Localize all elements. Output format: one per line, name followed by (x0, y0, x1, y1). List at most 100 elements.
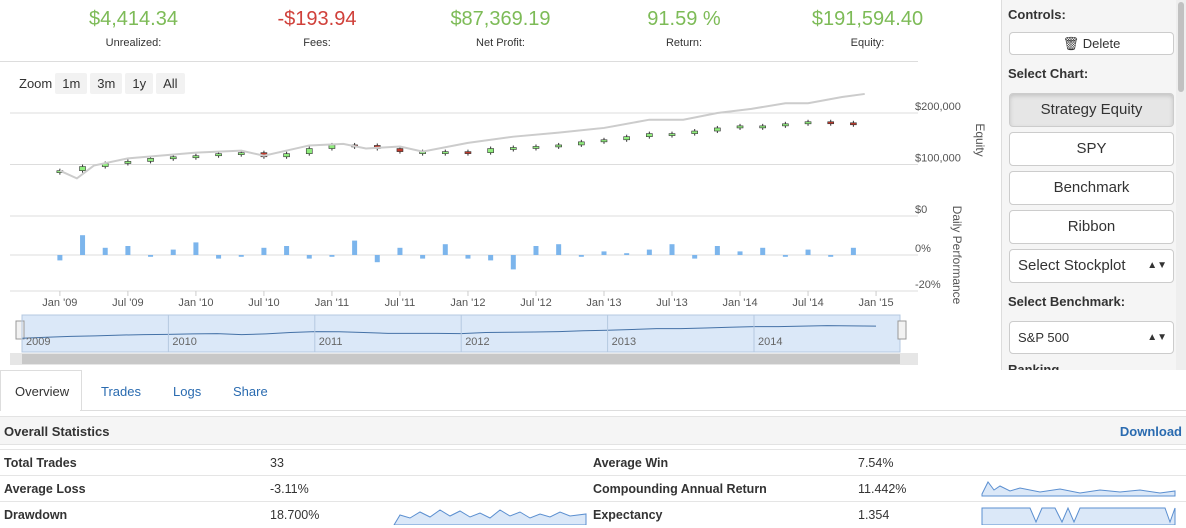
stat-label: Fees: (303, 37, 331, 49)
candle (532, 146, 540, 149)
y-tick-label: $100,000 (915, 152, 961, 164)
performance-bar (216, 255, 222, 259)
zoom-button[interactable]: All (156, 73, 185, 94)
performance-bar (102, 247, 108, 255)
performance-bar (624, 253, 630, 255)
performance-bar (646, 249, 652, 255)
stat-value: 91.59 % (647, 8, 721, 30)
zoom-button[interactable]: 3m (90, 73, 123, 94)
candle (169, 156, 177, 160)
zoom-button[interactable]: 1m (55, 73, 88, 94)
stat-label: Average Loss (4, 482, 86, 496)
candle (510, 147, 517, 150)
performance-bar (57, 255, 63, 261)
stat: $87,369.19 Net Profit: (409, 8, 592, 49)
panel-scrollbar[interactable] (1176, 0, 1186, 370)
performance-bar (669, 244, 675, 255)
navigator-label: 2009 (26, 336, 50, 348)
candle (487, 148, 494, 153)
candle (79, 166, 86, 171)
chart-button[interactable]: SPY (1009, 132, 1174, 166)
chart-button[interactable]: Benchmark (1009, 171, 1174, 205)
delete-button[interactable]: 🗑 Delete (1009, 32, 1174, 55)
candle (578, 141, 585, 146)
x-tick-label: Jan '13 (586, 297, 621, 309)
performance-bar (533, 246, 539, 255)
x-tick-label: Jan '12 (450, 297, 485, 309)
performance-bar (850, 247, 856, 255)
zoom-bar: Zoom 1m 3m 1y All (19, 73, 185, 94)
candle (464, 151, 472, 154)
y2-tick-label: 0% (915, 243, 931, 255)
candle (124, 161, 132, 164)
candle (691, 130, 698, 134)
chart-button[interactable]: Strategy Equity (1009, 93, 1174, 127)
stat-value: 11.442% (858, 482, 907, 496)
stat-label: Return: (665, 37, 703, 49)
x-tick-label: Jul '10 (248, 297, 279, 309)
candle (192, 155, 200, 159)
stat: $191,594.40 Equity: (776, 8, 959, 49)
tab-line (80, 410, 1186, 411)
ranking-title: Ranking (1002, 364, 1065, 370)
benchmark-select[interactable]: S&P 500 ▲▼ (1009, 321, 1174, 354)
stat-value: 33 (270, 456, 284, 470)
performance-bar (148, 255, 154, 257)
navigator-handle[interactable] (15, 320, 25, 340)
chart-button[interactable]: Ribbon (1009, 210, 1174, 244)
y-tick-label: $200,000 (915, 101, 961, 113)
navigator-handle[interactable] (897, 320, 907, 340)
performance-bar (578, 255, 584, 257)
candle (782, 123, 789, 127)
zoom-button[interactable]: 1y (125, 73, 154, 94)
performance-bar (193, 242, 199, 255)
tab[interactable]: Trades (101, 384, 141, 399)
y-tick-label: $0 (915, 204, 927, 216)
stat: $4,414.34 Unrealized: (42, 8, 225, 49)
performance-bar (170, 249, 176, 255)
candle (396, 148, 404, 152)
performance-bar (80, 235, 86, 255)
x-tick-label: Jan '14 (722, 297, 757, 309)
tab[interactable]: Overview (15, 384, 70, 399)
stat-value: $87,369.19 (450, 8, 551, 30)
benchmark-label: S&P 500 (1018, 330, 1070, 345)
download-link[interactable]: Download (1119, 424, 1182, 439)
performance-bar (397, 247, 403, 255)
stat-label: Compounding Annual Return (593, 482, 767, 496)
candle (646, 133, 653, 137)
tab[interactable]: Share (233, 384, 268, 399)
stat-label: Drawdown (4, 508, 68, 522)
scrollbar-thumb[interactable] (22, 354, 900, 364)
x-tick-label: Jan '09 (42, 297, 77, 309)
stat: -$193.94 Fees: (226, 8, 409, 49)
controls-panel: Controls: 🗑 Delete Select Chart: Strateg… (1001, 0, 1177, 370)
divider (0, 61, 918, 62)
performance-bar (284, 246, 290, 255)
performance-bar (782, 255, 788, 257)
y2-axis-title: Daily Performance (950, 206, 964, 305)
performance-bar (306, 255, 312, 259)
x-tick-label: Jan '15 (858, 297, 893, 309)
stat-label: Unrealized: (105, 37, 162, 49)
select-benchmark-title: Select Benchmark: (1008, 294, 1126, 309)
performance-bar (442, 244, 448, 255)
candle (668, 133, 676, 136)
select-chart-title: Select Chart: (1008, 66, 1089, 81)
performance-bar (420, 255, 426, 259)
candle (237, 152, 245, 155)
sparkline (393, 509, 587, 525)
candle (555, 144, 562, 148)
performance-bar (488, 255, 494, 261)
navigator-label: 2013 (612, 336, 636, 348)
stockplot-select[interactable]: Select Stockplot ▲▼ (1009, 249, 1174, 283)
stat-label: Total Trades (4, 456, 77, 470)
y2-tick-label: -20% (915, 279, 941, 291)
delete-label: Delete (1082, 36, 1121, 51)
candle (147, 158, 154, 162)
tab[interactable]: Logs (173, 384, 202, 399)
x-tick-label: Jul '09 (112, 297, 143, 309)
performance-bar (125, 246, 131, 255)
zoom-label: Zoom (19, 76, 53, 91)
